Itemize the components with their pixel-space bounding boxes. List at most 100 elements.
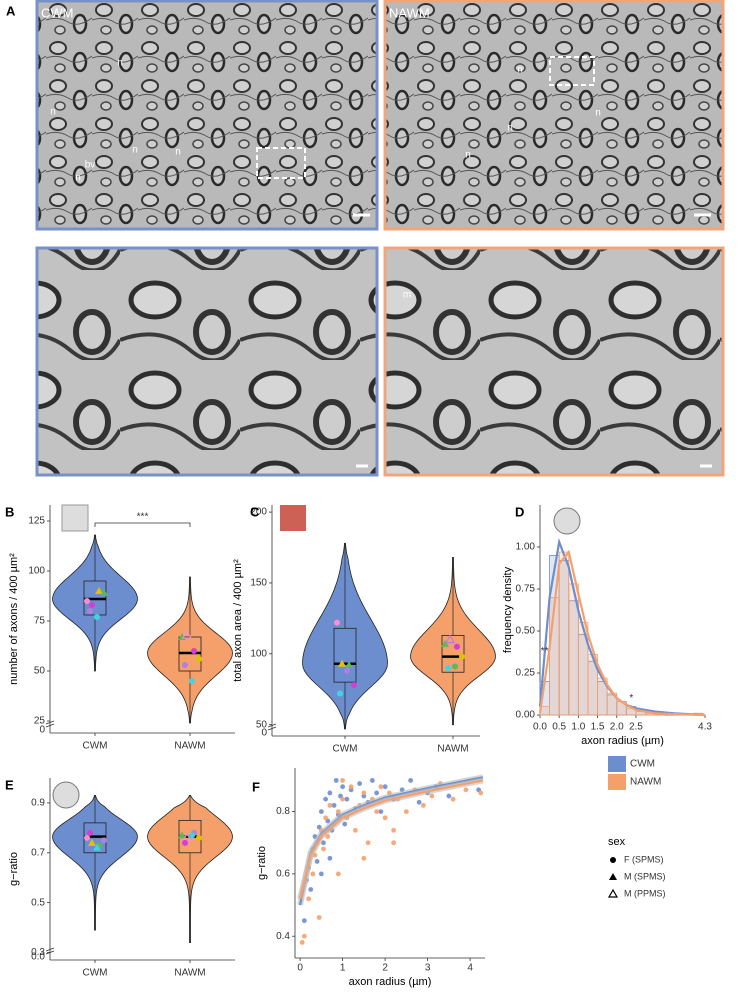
- scatter-point: [342, 821, 348, 827]
- density-curve: [538, 549, 706, 717]
- panel-label: F: [252, 779, 260, 794]
- patient-point: [344, 667, 350, 674]
- panel-label: A: [6, 3, 16, 18]
- patient-point: [454, 643, 460, 650]
- density-curve: [538, 537, 706, 717]
- x-tick-label: 2.5: [629, 722, 643, 733]
- scatter-point: [331, 802, 337, 808]
- y-tick-label: 0.8: [276, 806, 290, 817]
- y-tick-label: 0.5: [31, 897, 45, 908]
- y-tick-label: 200: [250, 507, 267, 518]
- x-tick-label: 2: [382, 963, 388, 974]
- panel-label: B: [5, 504, 14, 519]
- icon-radius: [553, 507, 581, 535]
- micrograph: [383, 0, 725, 231]
- legend-label: M (PPMS): [624, 888, 666, 898]
- x-tick-label: 1.5: [591, 722, 605, 733]
- y-break-label: 0: [261, 728, 267, 739]
- patient-point: [196, 656, 202, 662]
- scatter-point: [391, 840, 397, 846]
- scatter-point: [450, 796, 456, 802]
- micrograph-annotation: n: [465, 150, 471, 161]
- scatter-point: [374, 790, 380, 796]
- micrograph: [35, 0, 379, 231]
- scatter-point: [374, 809, 380, 815]
- micrograph-annotation: n: [517, 65, 523, 76]
- y-tick-label: 125: [28, 516, 45, 527]
- legend-marker: [607, 888, 619, 898]
- icon-gratio: [52, 781, 80, 809]
- patient-point: [94, 614, 100, 620]
- y-break-label: 0: [39, 725, 45, 736]
- x-tick-label: 2.0: [610, 722, 624, 733]
- patient-point: [87, 829, 93, 836]
- micrograph-label: CWM: [41, 5, 74, 20]
- y-axis-title: g−ratio: [256, 846, 268, 880]
- y-break-label: 0.0: [31, 952, 45, 963]
- scatter-point: [310, 871, 316, 877]
- patient-point: [182, 662, 188, 668]
- x-tick-label: 3: [425, 963, 431, 974]
- scatter-point: [416, 799, 422, 805]
- scatter-point: [308, 887, 314, 892]
- scatter-point: [340, 778, 346, 783]
- x-axis-title: axon radius (µm): [349, 976, 432, 988]
- legend-label: M (SPMS): [624, 871, 666, 881]
- scatter-point: [382, 784, 388, 790]
- scatter-point: [321, 846, 326, 852]
- micrograph-annotation: n: [175, 147, 181, 158]
- patient-point: [182, 839, 188, 846]
- y-tick-label: 50: [256, 719, 268, 730]
- zoom-box: [256, 147, 306, 179]
- x-tick-label: 1.0: [571, 722, 585, 733]
- micrograph-annotation: n: [595, 108, 601, 119]
- patient-point: [337, 690, 343, 697]
- legend-label: F (SPMS): [624, 854, 664, 864]
- y-tick-label: 0.75: [516, 584, 536, 595]
- patient-point: [84, 834, 90, 841]
- patient-point: [89, 602, 95, 608]
- micrograph-zoom: [383, 246, 725, 477]
- axis-break: [45, 947, 55, 955]
- scatter-point: [299, 940, 305, 945]
- patient-point: [181, 629, 193, 639]
- histogram-bar: [558, 551, 570, 716]
- patient-point: [441, 639, 449, 647]
- scatter-point: [478, 790, 484, 796]
- y-axis-title: total axon area / 400 µm²: [232, 559, 244, 682]
- x-tick-label: CWM: [83, 741, 108, 752]
- x-tick-label: 4.3: [698, 722, 712, 733]
- x-tick-label: CWM: [83, 968, 108, 979]
- x-tick-label: 4: [467, 963, 473, 974]
- micrograph-annotation: n: [50, 107, 56, 118]
- y-tick-label: 150: [250, 578, 267, 589]
- box: [441, 634, 465, 673]
- micrograph-annotation: n: [132, 145, 138, 156]
- x-tick-label: 1: [340, 963, 346, 974]
- scatter-point: [361, 790, 367, 796]
- y-tick-label: 0.25: [516, 668, 536, 679]
- significance-label: ***: [137, 512, 149, 523]
- y-tick-label: 0.50: [516, 626, 536, 637]
- y-tick-label: 0.00: [516, 710, 536, 721]
- patient-point: [100, 589, 108, 596]
- scatter-point: [446, 793, 452, 799]
- scatter-point: [365, 840, 371, 846]
- patient-point: [345, 661, 353, 669]
- patient-point: [84, 598, 90, 604]
- violin: [302, 542, 388, 730]
- scatter-point: [429, 793, 435, 799]
- x-tick-label: 0: [297, 963, 303, 974]
- axis-break: [267, 723, 277, 731]
- y-axis-title: number of axons / 400 µm²: [8, 553, 20, 685]
- x-axis-title: axon radius (µm): [581, 735, 664, 747]
- patient-point: [101, 837, 107, 844]
- scatter-point: [333, 778, 339, 783]
- scatter-point: [301, 933, 307, 939]
- y-tick-label: 75: [34, 616, 46, 627]
- patient-point: [189, 678, 195, 684]
- legend-marker: [610, 857, 616, 863]
- significance-bracket: [94, 522, 191, 527]
- x-tick-label: NAWM: [437, 744, 468, 755]
- patient-point: [452, 663, 458, 670]
